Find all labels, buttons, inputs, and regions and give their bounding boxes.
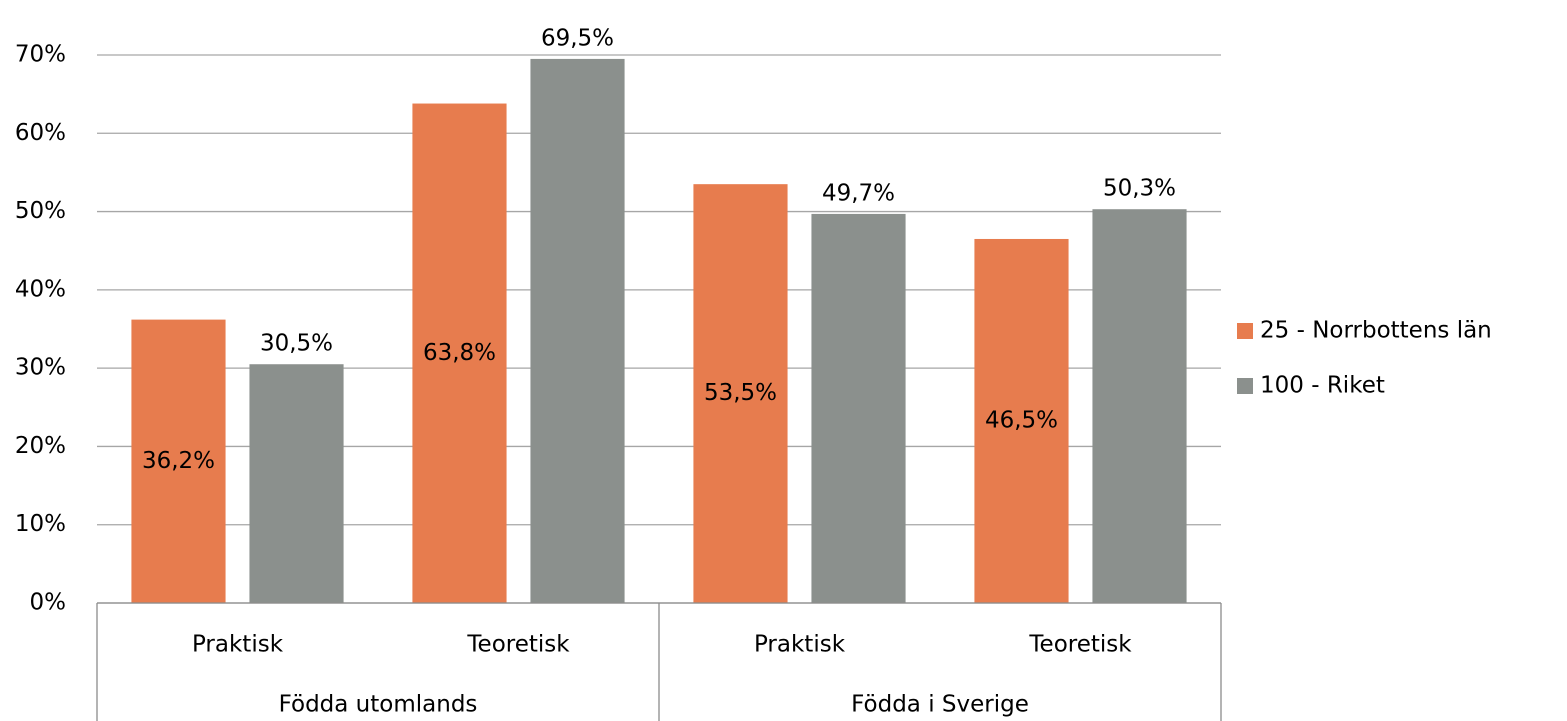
legend-label: 25 - Norrbottens län [1260,318,1492,344]
x-tick-label: Teoretisk [1028,632,1132,658]
bar [131,319,226,603]
x-tick-label: Teoretisk [466,632,570,658]
data-label: 46,5% [985,407,1058,433]
data-label: 49,7% [822,180,895,206]
x-tick-label: Praktisk [192,632,284,658]
y-tick-label: 0% [30,590,67,616]
data-label: 50,3% [1103,176,1176,202]
data-label: 36,2% [142,448,215,474]
data-label: 53,5% [704,380,777,406]
bar [412,103,507,603]
y-tick-label: 40% [15,276,66,302]
bar [693,184,788,603]
bar [249,364,344,603]
y-tick-label: 20% [15,433,66,459]
group-label: Födda utomlands [279,692,478,718]
x-tick-label: Praktisk [754,632,846,658]
data-label: 69,5% [541,25,614,51]
y-tick-label: 60% [15,120,66,146]
legend-swatch [1237,323,1253,339]
bar [974,238,1069,603]
y-tick-label: 10% [15,511,66,537]
data-label: 63,8% [423,340,496,366]
bar [811,213,906,604]
y-tick-label: 70% [15,42,66,68]
legend-swatch [1237,378,1253,394]
data-label: 30,5% [260,331,333,357]
y-tick-label: 30% [15,355,66,381]
bar [530,58,625,603]
group-label: Födda i Sverige [851,692,1029,718]
y-tick-label: 50% [15,198,66,224]
bar [1092,209,1187,604]
legend-label: 100 - Riket [1260,373,1385,399]
